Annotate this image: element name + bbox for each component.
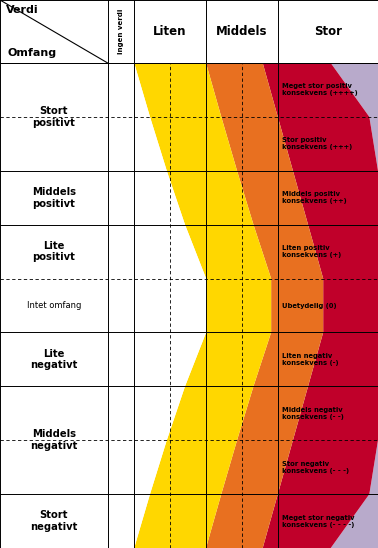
Text: Lite
positivt: Lite positivt	[33, 241, 75, 262]
Text: Middels negativ
konsekvens (- -): Middels negativ konsekvens (- -)	[282, 407, 344, 420]
Text: Lite
negativt: Lite negativt	[30, 349, 77, 370]
Text: Liten negativ
konsekvens (-): Liten negativ konsekvens (-)	[282, 353, 339, 366]
Polygon shape	[134, 63, 271, 548]
Text: Stort
negativt: Stort negativt	[30, 510, 77, 532]
Polygon shape	[206, 63, 323, 548]
Polygon shape	[0, 63, 134, 548]
Polygon shape	[134, 63, 378, 548]
Polygon shape	[331, 63, 378, 548]
Text: Omfang: Omfang	[8, 48, 57, 58]
Text: Stor: Stor	[314, 25, 342, 38]
Text: Liten positiv
konsekvens (+): Liten positiv konsekvens (+)	[282, 245, 342, 258]
Polygon shape	[263, 63, 378, 548]
Text: Middels: Middels	[216, 25, 268, 38]
Text: Stor negativ
konsekvens (- - -): Stor negativ konsekvens (- - -)	[282, 461, 350, 473]
Text: Ubetydelig (0): Ubetydelig (0)	[282, 302, 337, 309]
Text: Liten: Liten	[153, 25, 187, 38]
Text: Meget stor positiv
konsekvens (++++): Meget stor positiv konsekvens (++++)	[282, 83, 358, 96]
Text: Verdi: Verdi	[6, 5, 39, 15]
Text: Meget stor negativ
konsekvens (- - - -): Meget stor negativ konsekvens (- - - -)	[282, 515, 355, 528]
Text: Middels
negativt: Middels negativt	[30, 430, 77, 451]
Text: Ingen verdi: Ingen verdi	[118, 9, 124, 54]
Text: Intet omfang: Intet omfang	[27, 301, 81, 310]
Text: Stor positiv
konsekvens (+++): Stor positiv konsekvens (+++)	[282, 138, 355, 150]
Text: Middels positiv
konsekvens (++): Middels positiv konsekvens (++)	[282, 191, 347, 204]
Text: Middels
positivt: Middels positivt	[32, 187, 76, 209]
Text: Stort
positivt: Stort positivt	[33, 106, 75, 128]
Polygon shape	[134, 63, 206, 548]
